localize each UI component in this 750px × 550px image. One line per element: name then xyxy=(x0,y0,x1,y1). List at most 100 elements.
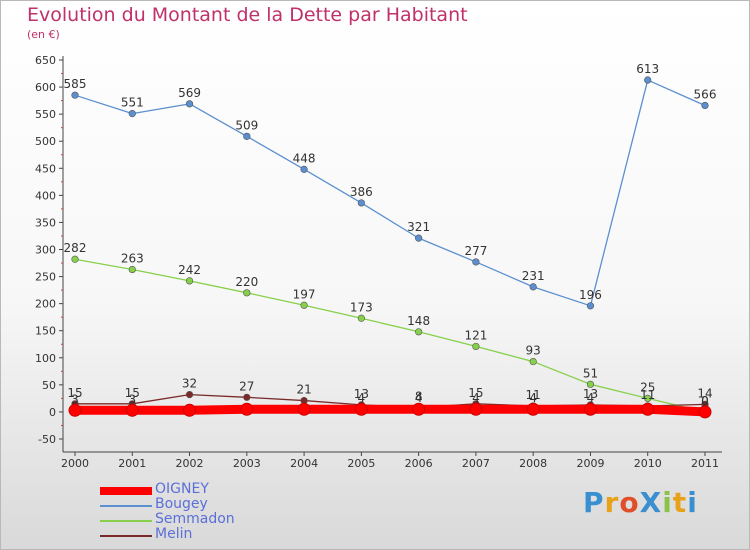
data-point-semmadon xyxy=(185,277,194,285)
data-point-oigney xyxy=(469,402,483,416)
logo-letter: X xyxy=(639,486,663,519)
x-tick-label: 2007 xyxy=(462,457,490,470)
y-tick-label: -50 xyxy=(38,433,56,446)
data-point-bougey xyxy=(472,258,480,266)
data-point-oigney xyxy=(297,402,311,416)
data-point-oigney xyxy=(583,402,597,416)
data-point-bougey xyxy=(644,76,652,84)
data-point-bougey xyxy=(128,110,136,118)
legend-swatch xyxy=(100,505,152,507)
series-line-semmadon xyxy=(74,258,706,413)
x-tick-label: 2005 xyxy=(347,457,375,470)
data-label-oigney: 3 xyxy=(128,392,136,406)
legend-swatch xyxy=(100,520,152,522)
data-label-melin: 21 xyxy=(296,383,311,397)
data-label-melin: 13 xyxy=(583,387,598,401)
x-tick-label: 2008 xyxy=(519,457,547,470)
data-label-semmadon: 282 xyxy=(64,241,87,255)
data-label-melin: 13 xyxy=(354,387,369,401)
data-label-bougey: 569 xyxy=(178,86,201,100)
y-tick-label: 450 xyxy=(35,162,56,175)
x-tick-label: 2009 xyxy=(576,457,604,470)
data-point-melin xyxy=(185,391,194,399)
y-tick-label: 550 xyxy=(35,108,56,121)
data-point-bougey xyxy=(185,100,194,108)
y-tick-label: 300 xyxy=(35,244,56,257)
logo-letter: P xyxy=(583,486,605,519)
data-label-bougey: 277 xyxy=(464,244,487,258)
y-tick-label: 50 xyxy=(42,379,56,392)
data-point-semmadon xyxy=(71,255,79,263)
data-label-semmadon: 263 xyxy=(121,252,144,266)
x-tick-label: 2004 xyxy=(290,457,318,470)
data-point-oigney xyxy=(183,403,197,417)
legend-label: OIGNEY xyxy=(155,481,209,497)
data-label-melin: 8 xyxy=(415,390,423,404)
data-point-semmadon xyxy=(644,394,652,402)
x-tick-label: 2001 xyxy=(118,457,146,470)
data-label-melin: 15 xyxy=(468,386,483,400)
data-label-oigney: 0 xyxy=(701,394,709,408)
data-label-semmadon: 220 xyxy=(235,275,258,289)
data-point-bougey xyxy=(300,165,308,173)
data-label-melin: 27 xyxy=(239,379,254,393)
x-tick-label: 2003 xyxy=(233,457,261,470)
legend-label: Melin xyxy=(155,526,193,542)
data-label-bougey: 613 xyxy=(636,62,659,76)
legend-swatch xyxy=(100,535,152,537)
data-point-oigney xyxy=(526,402,540,416)
data-label-bougey: 196 xyxy=(579,288,602,302)
data-label-bougey: 585 xyxy=(64,77,87,91)
data-label-semmadon: 25 xyxy=(640,380,655,394)
y-tick-label: 200 xyxy=(35,298,56,311)
data-point-oigney xyxy=(354,402,368,416)
y-tick-label: 100 xyxy=(35,352,56,365)
data-point-oigney xyxy=(240,402,254,416)
data-label-semmadon: 242 xyxy=(178,263,201,277)
data-point-bougey xyxy=(529,283,537,291)
x-tick-label: 2011 xyxy=(691,457,719,470)
data-label-bougey: 551 xyxy=(121,96,144,110)
data-point-semmadon xyxy=(472,342,480,351)
data-label-oigney: 4 xyxy=(587,391,595,405)
data-label-oigney: 4 xyxy=(415,391,423,405)
chart-title: Evolution du Montant de la Dette par Hab… xyxy=(27,4,468,26)
logo-letter: o xyxy=(619,486,640,519)
x-tick-label: 2000 xyxy=(61,457,89,470)
data-point-bougey xyxy=(71,91,79,99)
data-label-semmadon: 51 xyxy=(583,366,598,380)
y-tick-label: 650 xyxy=(35,54,56,67)
data-point-bougey xyxy=(586,302,595,310)
data-label-semmadon: 121 xyxy=(464,328,487,342)
y-tick-label: 250 xyxy=(35,271,56,284)
data-point-semmadon xyxy=(529,357,537,366)
data-label-semmadon: 197 xyxy=(293,287,316,301)
legend-label: Bougey xyxy=(155,496,208,512)
data-label-bougey: 566 xyxy=(694,87,717,101)
data-label-semmadon: 0 xyxy=(701,394,709,408)
data-label-melin: 32 xyxy=(182,377,197,391)
data-label-oigney: 4 xyxy=(529,391,537,405)
data-point-semmadon xyxy=(415,328,423,336)
data-point-oigney xyxy=(68,403,82,417)
data-label-semmadon: 148 xyxy=(407,314,430,328)
data-point-semmadon xyxy=(357,314,365,322)
data-point-oigney xyxy=(125,403,139,417)
data-point-oigney xyxy=(698,405,712,419)
data-point-semmadon xyxy=(243,289,251,297)
data-point-semmadon xyxy=(128,265,136,274)
data-label-semmadon: 93 xyxy=(526,344,541,358)
data-label-bougey: 448 xyxy=(293,151,316,165)
series-line-bougey xyxy=(74,79,706,307)
data-label-melin: 15 xyxy=(67,386,82,400)
x-tick-label: 2002 xyxy=(176,457,204,470)
x-tick-label: 2006 xyxy=(405,457,433,470)
proxiti-logo: ProXiti xyxy=(583,486,698,519)
data-label-bougey: 386 xyxy=(350,185,373,199)
data-label-oigney: 4 xyxy=(358,391,366,405)
data-label-melin: 11 xyxy=(640,388,655,402)
data-point-semmadon xyxy=(300,301,308,309)
data-label-bougey: 321 xyxy=(407,220,430,234)
data-point-bougey xyxy=(243,132,251,140)
